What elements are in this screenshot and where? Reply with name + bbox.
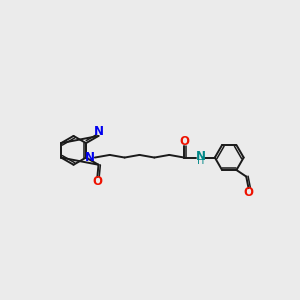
Text: O: O xyxy=(92,175,102,188)
Text: N: N xyxy=(195,150,206,163)
Text: O: O xyxy=(179,135,189,148)
Text: O: O xyxy=(244,186,254,199)
Text: H: H xyxy=(197,157,204,166)
Text: N: N xyxy=(85,151,95,164)
Text: N: N xyxy=(94,125,103,138)
